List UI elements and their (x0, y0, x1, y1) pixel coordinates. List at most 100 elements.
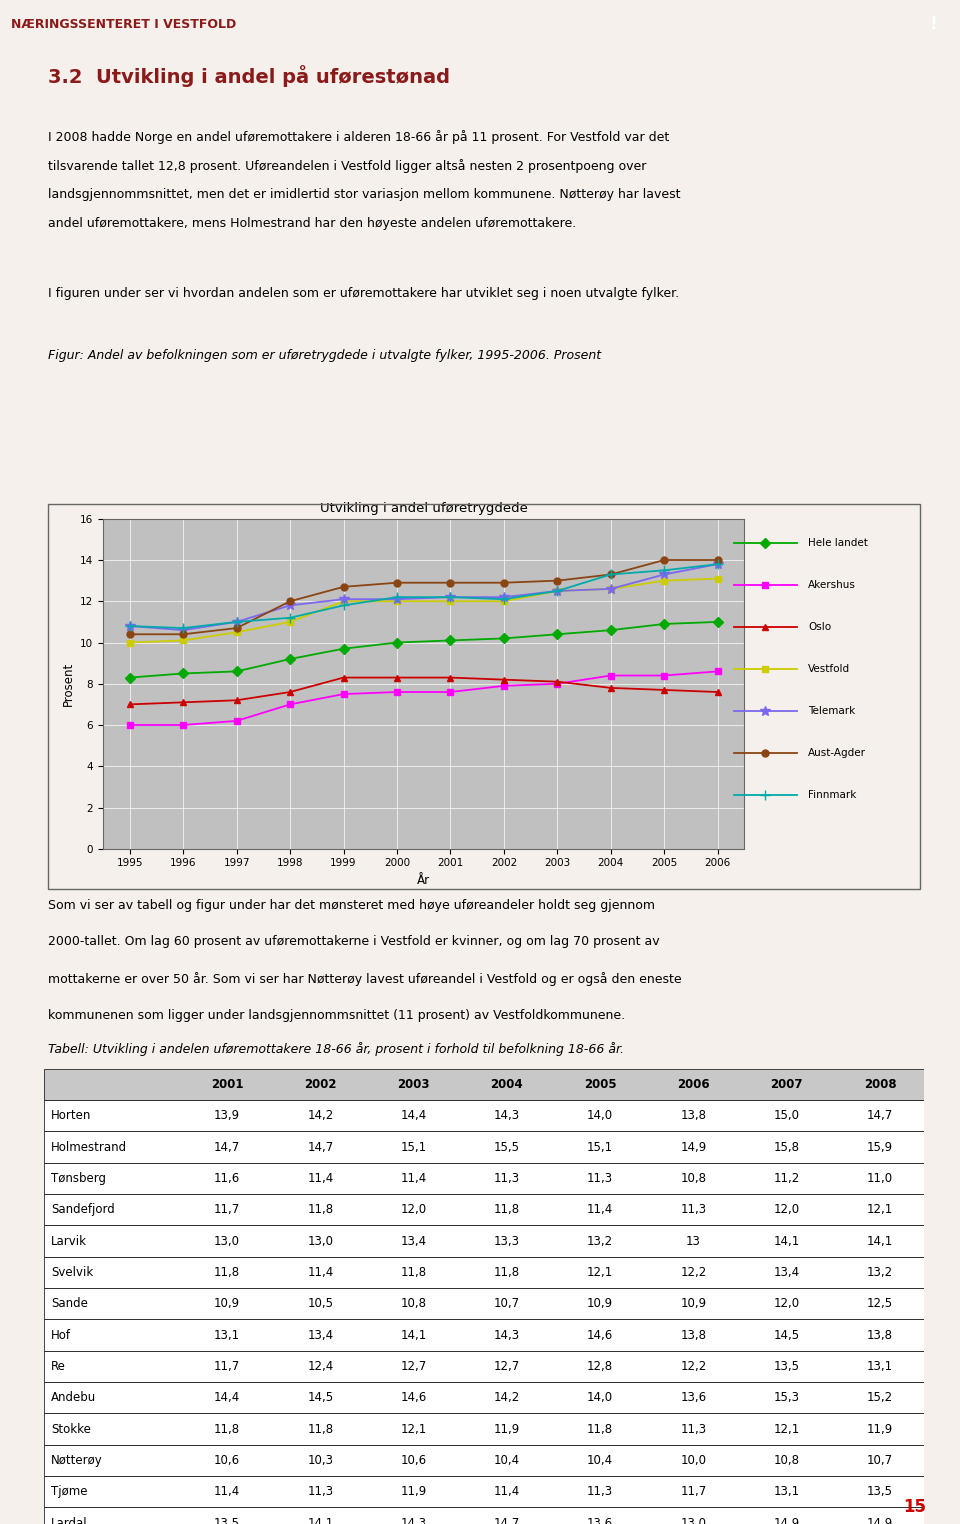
Aust-Agder (338, 578, 349, 596)
Text: 11,8: 11,8 (400, 1266, 426, 1279)
Text: 11,0: 11,0 (867, 1172, 893, 1186)
Text: NÆRINGSSENTERET I VESTFOLD: NÆRINGSSENTERET I VESTFOLD (11, 18, 236, 30)
Text: 14,4: 14,4 (214, 1391, 240, 1404)
Text: kommunenen som ligger under landsgjennommsnittet (11 prosent) av Vestfoldkommune: kommunenen som ligger under landsgjennom… (48, 1009, 625, 1021)
Hele landet (178, 664, 189, 683)
Telemark (284, 596, 296, 614)
Text: 13,1: 13,1 (867, 1359, 893, 1373)
Akershus (338, 684, 349, 703)
Text: 13,8: 13,8 (867, 1329, 893, 1341)
Text: 10,7: 10,7 (867, 1454, 893, 1468)
Telemark (605, 579, 616, 597)
Text: Akershus: Akershus (808, 581, 856, 590)
Text: 10,6: 10,6 (214, 1454, 240, 1468)
Finnmark (284, 608, 296, 626)
Text: 14,5: 14,5 (774, 1329, 800, 1341)
Aust-Agder (659, 550, 670, 568)
Text: 10,0: 10,0 (681, 1454, 707, 1468)
Text: Sande: Sande (51, 1297, 88, 1311)
Text: 13,5: 13,5 (214, 1516, 240, 1524)
Text: Nøtterøy: Nøtterøy (51, 1454, 103, 1468)
Text: Svelvik: Svelvik (51, 1266, 93, 1279)
Akershus (230, 712, 242, 730)
Text: 15: 15 (903, 1498, 926, 1515)
Oslo (444, 669, 456, 687)
Text: 13,6: 13,6 (588, 1516, 613, 1524)
Text: andel uføremottakere, mens Holmestrand har den høyeste andelen uføremottakere.: andel uføremottakere, mens Holmestrand h… (48, 218, 576, 230)
Text: 14,9: 14,9 (681, 1140, 707, 1154)
Text: 11,4: 11,4 (307, 1266, 333, 1279)
Vestfold (338, 593, 349, 611)
Text: 10,4: 10,4 (493, 1454, 520, 1468)
Text: 14,7: 14,7 (214, 1140, 240, 1154)
Bar (44, 1445, 924, 1477)
Text: Vestfold: Vestfold (808, 664, 851, 674)
Text: 15,0: 15,0 (774, 1109, 800, 1122)
Text: 11,8: 11,8 (307, 1422, 333, 1436)
Text: 14,0: 14,0 (588, 1391, 613, 1404)
Telemark (178, 620, 189, 639)
Text: 12,0: 12,0 (774, 1297, 800, 1311)
Aust-Agder (444, 573, 456, 591)
Text: 15,3: 15,3 (774, 1391, 800, 1404)
Vestfold (498, 593, 510, 611)
Text: 2001: 2001 (211, 1077, 243, 1091)
Aust-Agder (552, 572, 564, 590)
Text: 12,1: 12,1 (400, 1422, 427, 1436)
Text: 11,7: 11,7 (214, 1204, 240, 1216)
Text: 13,2: 13,2 (588, 1234, 613, 1248)
Text: Re: Re (51, 1359, 66, 1373)
Akershus (284, 695, 296, 713)
Text: 11,8: 11,8 (588, 1422, 613, 1436)
Telemark (392, 590, 403, 608)
Text: Horten: Horten (51, 1109, 91, 1122)
Text: 12,8: 12,8 (588, 1359, 613, 1373)
Text: 2002: 2002 (304, 1077, 337, 1091)
Text: 14,9: 14,9 (867, 1516, 893, 1524)
Text: 14,5: 14,5 (307, 1391, 333, 1404)
Text: Tabell: Utvikling i andelen uføremottakere 18-66 år, prosent i forhold til befol: Tabell: Utvikling i andelen uføremottake… (48, 1042, 624, 1056)
Bar (44, 1257, 924, 1288)
Line: Oslo: Oslo (127, 674, 721, 707)
Text: 15,2: 15,2 (867, 1391, 893, 1404)
Text: 10,5: 10,5 (307, 1297, 333, 1311)
Aust-Agder (284, 593, 296, 611)
Text: Andebu: Andebu (51, 1391, 96, 1404)
Telemark (230, 613, 242, 631)
Text: 11,3: 11,3 (307, 1486, 333, 1498)
Text: 11,8: 11,8 (493, 1266, 520, 1279)
Text: 10,9: 10,9 (214, 1297, 240, 1311)
Oslo (605, 678, 616, 696)
Text: 15,1: 15,1 (400, 1140, 426, 1154)
Text: 2006: 2006 (677, 1077, 709, 1091)
Hele landet (230, 663, 242, 681)
Hele landet (712, 613, 724, 631)
Hele landet (124, 669, 135, 687)
Line: Akershus: Akershus (127, 668, 721, 728)
Text: 13,4: 13,4 (774, 1266, 800, 1279)
Text: 12,7: 12,7 (400, 1359, 427, 1373)
Hele landet (284, 649, 296, 668)
Finnmark (659, 561, 670, 579)
Oslo (712, 683, 724, 701)
Text: Stokke: Stokke (51, 1422, 91, 1436)
Text: 12,0: 12,0 (774, 1204, 800, 1216)
Text: 2007: 2007 (771, 1077, 803, 1091)
Text: 11,3: 11,3 (493, 1172, 520, 1186)
Finnmark (124, 617, 135, 636)
Aust-Agder (498, 573, 510, 591)
Text: 14,7: 14,7 (493, 1516, 520, 1524)
Text: 11,4: 11,4 (493, 1486, 520, 1498)
Text: 14,6: 14,6 (587, 1329, 613, 1341)
Title: Utvikling i andel uføretrygdede: Utvikling i andel uføretrygdede (320, 501, 528, 515)
Aust-Agder (178, 625, 189, 643)
Hele landet (444, 631, 456, 649)
Vestfold (444, 593, 456, 611)
Oslo (284, 683, 296, 701)
Hele landet (552, 625, 564, 643)
Text: 14,0: 14,0 (588, 1109, 613, 1122)
Oslo (230, 690, 242, 709)
Text: 13,4: 13,4 (307, 1329, 333, 1341)
Oslo (552, 672, 564, 690)
Text: 14,7: 14,7 (307, 1140, 333, 1154)
